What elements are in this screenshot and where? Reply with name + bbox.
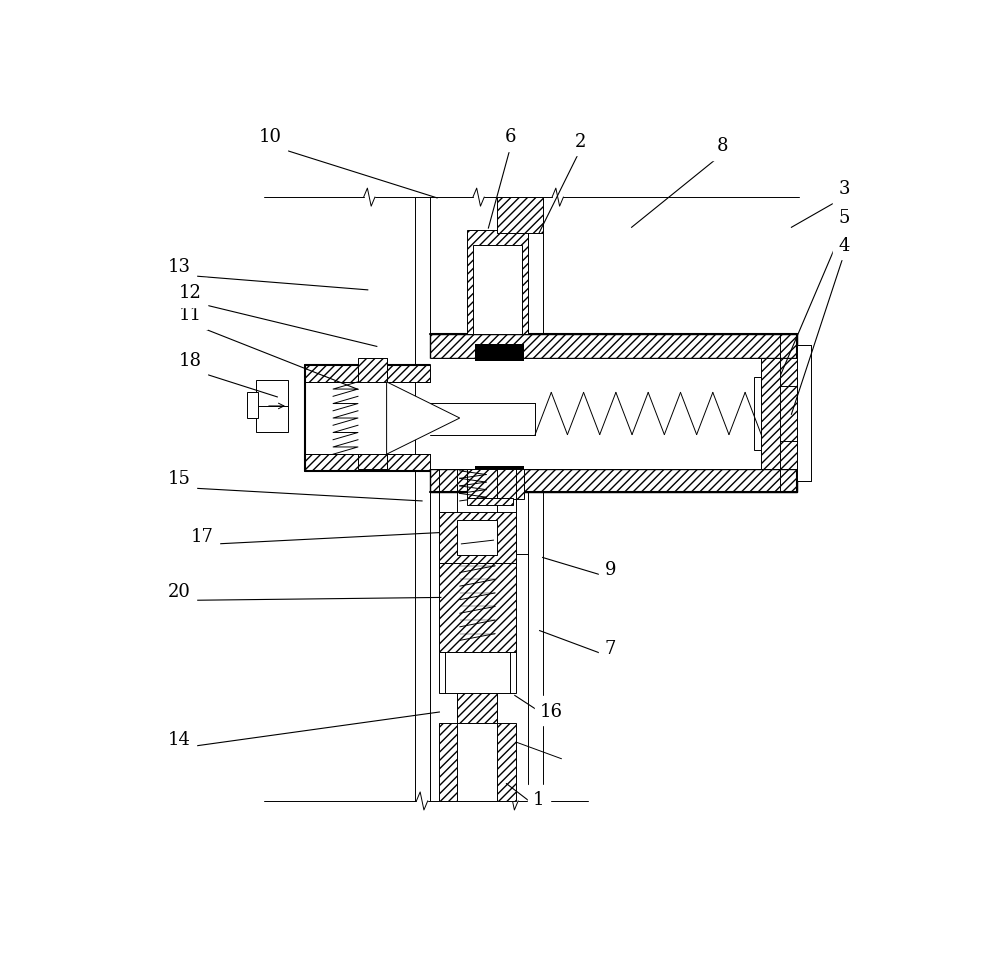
Text: 1: 1 — [533, 790, 545, 809]
Bar — [467, 231, 528, 334]
Text: 7: 7 — [605, 640, 616, 657]
Text: 8: 8 — [716, 137, 728, 156]
Bar — [358, 358, 387, 382]
Bar — [457, 520, 497, 556]
Bar — [305, 366, 430, 382]
Text: 17: 17 — [190, 527, 213, 545]
Bar — [761, 358, 797, 469]
Bar — [256, 381, 288, 432]
Text: 12: 12 — [178, 284, 201, 302]
Bar — [754, 378, 761, 451]
Text: 13: 13 — [168, 257, 191, 276]
Text: 20: 20 — [168, 583, 191, 600]
Bar — [305, 455, 430, 471]
Text: 3: 3 — [838, 180, 850, 198]
Text: 11: 11 — [178, 306, 201, 324]
Text: 14: 14 — [168, 731, 191, 748]
Bar — [467, 469, 524, 500]
Bar — [247, 393, 258, 419]
Bar — [439, 512, 516, 563]
Bar — [475, 345, 524, 361]
Text: 9: 9 — [605, 560, 616, 578]
Bar — [358, 455, 387, 469]
Bar — [473, 245, 522, 334]
Text: 6: 6 — [505, 128, 517, 146]
Bar — [430, 358, 797, 469]
Bar — [475, 467, 524, 483]
Bar — [467, 499, 512, 506]
Bar — [430, 469, 797, 492]
Bar — [497, 198, 543, 234]
Bar — [430, 334, 797, 358]
Text: 4: 4 — [838, 237, 850, 254]
Bar — [797, 345, 811, 481]
Bar — [457, 724, 497, 801]
Bar — [439, 652, 516, 693]
Text: 10: 10 — [258, 128, 281, 146]
Text: 5: 5 — [838, 208, 850, 227]
Bar — [439, 563, 516, 652]
Bar — [439, 724, 516, 801]
Text: 18: 18 — [178, 352, 201, 370]
Bar — [457, 693, 497, 724]
Text: 2: 2 — [575, 132, 586, 151]
Text: 15: 15 — [168, 469, 191, 488]
Text: 16: 16 — [540, 702, 563, 720]
Polygon shape — [387, 382, 460, 455]
